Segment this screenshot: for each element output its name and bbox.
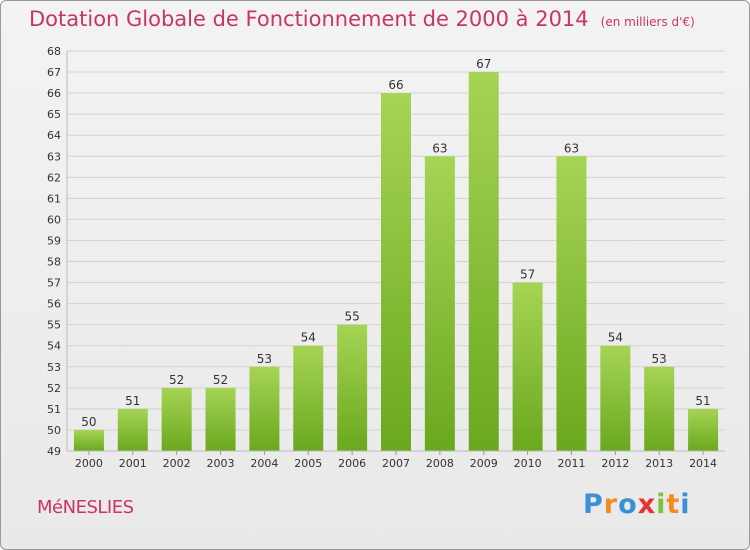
logo-letter: o: [618, 489, 638, 520]
y-tick-label: 54: [47, 340, 61, 353]
y-tick-label: 50: [47, 424, 61, 437]
bar-2010: [512, 282, 543, 451]
logo-letter: i: [680, 489, 691, 520]
value-label: 53: [652, 352, 667, 366]
y-tick-label: 66: [47, 87, 61, 100]
bar-2000: [73, 429, 104, 451]
y-tick-label: 55: [47, 319, 61, 332]
bar-2006: [337, 324, 368, 451]
logo-letter: P: [583, 489, 604, 520]
value-label: 52: [169, 373, 184, 387]
y-tick-label: 52: [47, 382, 61, 395]
bar-2012: [600, 345, 631, 451]
value-label: 63: [564, 141, 579, 155]
proxiti-logo: Proxiti: [583, 489, 691, 520]
bar-2008: [424, 156, 455, 451]
x-tick-label: 2007: [382, 457, 410, 470]
x-tick-label: 2010: [514, 457, 542, 470]
x-tick-label: 2003: [207, 457, 235, 470]
x-tick-label: 2013: [645, 457, 673, 470]
value-label: 51: [695, 394, 710, 408]
y-tick-label: 57: [47, 277, 61, 290]
x-tick-label: 2014: [689, 457, 717, 470]
value-label: 63: [432, 141, 447, 155]
x-tick-label: 2009: [470, 457, 498, 470]
value-label: 50: [81, 415, 96, 429]
value-label: 67: [476, 57, 491, 71]
y-tick-label: 51: [47, 403, 61, 416]
y-tick-label: 67: [47, 66, 61, 79]
x-tick-label: 2002: [163, 457, 191, 470]
bar-2013: [644, 366, 675, 451]
y-tick-label: 63: [47, 150, 61, 163]
x-tick-label: 2011: [557, 457, 585, 470]
chart-title-text: Dotation Globale de Fonctionnement de 20…: [29, 7, 589, 31]
y-tick-label: 56: [47, 298, 61, 311]
axis-layer: 49 50 51 52 53 54 55 56 57 58 59 60 61 62 63 64 65 66 67 68…: [47, 45, 725, 470]
y-tick-label: 60: [47, 213, 61, 226]
y-tick-label: 58: [47, 256, 61, 269]
x-tick-label: 2005: [294, 457, 322, 470]
y-tick-label: 65: [47, 108, 61, 121]
bar-2004: [249, 366, 280, 451]
value-label: 55: [344, 310, 359, 324]
x-tick-label: 2000: [75, 457, 103, 470]
value-label: 53: [257, 352, 272, 366]
y-tick-label: 68: [47, 45, 61, 58]
bar-2007: [381, 93, 411, 452]
x-tick-label: 2008: [426, 457, 454, 470]
logo-letter: i: [656, 489, 667, 520]
bar-2009: [468, 72, 499, 451]
logo-letter: r: [603, 489, 619, 520]
value-label: 51: [125, 394, 140, 408]
x-tick-label: 2006: [338, 457, 366, 470]
bar-2003: [205, 387, 236, 451]
x-tick-label: 2012: [601, 457, 629, 470]
value-label: 66: [388, 78, 403, 92]
y-tick-label: 64: [47, 129, 61, 142]
bar-2014: [688, 408, 719, 451]
logo-letter: t: [666, 489, 681, 520]
value-label: 54: [301, 331, 316, 345]
value-label: 52: [213, 373, 228, 387]
y-tick-label: 61: [47, 192, 61, 205]
y-tick-label: 59: [47, 234, 61, 247]
bar-layer: [73, 72, 719, 452]
commune-name: MéNESLIES: [37, 497, 134, 518]
y-tick-label: 53: [47, 361, 61, 374]
y-tick-label: 49: [47, 445, 61, 458]
logo-letter: x: [637, 489, 657, 520]
bar-2011: [556, 156, 587, 451]
value-label: 54: [608, 331, 623, 345]
bar-2001: [117, 408, 148, 451]
chart-title: Dotation Globale de Fonctionnement de 20…: [29, 7, 695, 31]
x-tick-label: 2004: [250, 457, 278, 470]
x-tick-label: 2001: [119, 457, 147, 470]
value-label: 57: [520, 268, 535, 282]
bar-2002: [161, 387, 192, 451]
y-tick-label: 62: [47, 171, 61, 184]
chart-unit-note: (en milliers d'€): [600, 15, 695, 29]
bar-2005: [293, 345, 324, 451]
